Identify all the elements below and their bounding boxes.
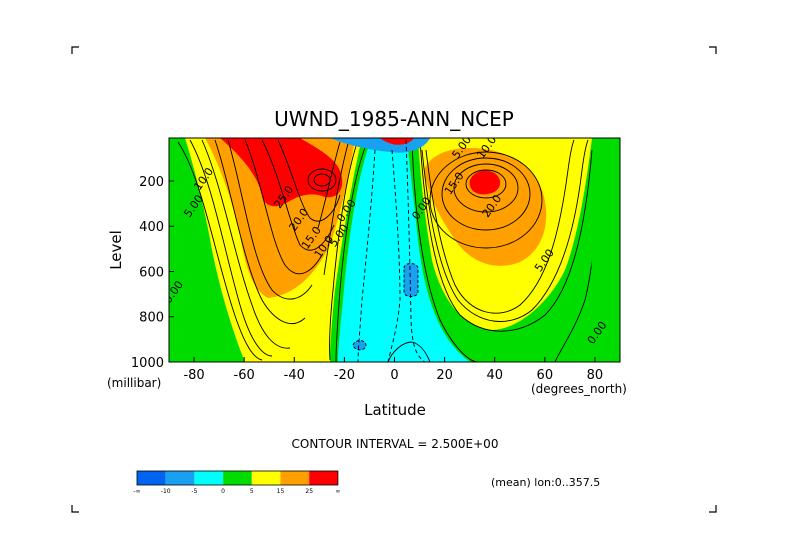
band-15-25-north <box>424 148 547 266</box>
x-tick-label: -60 <box>234 368 255 383</box>
colorbar-label: -5 <box>191 488 197 495</box>
x-tick-label: -20 <box>334 368 355 383</box>
colorbar: -∞ -10 -5 0 5 15 25 ∞ <box>133 470 340 495</box>
blue-pocket-mid <box>403 263 419 297</box>
contour-interval-text: CONTOUR INTERVAL = 2.500E+00 <box>292 437 499 451</box>
colorbar-swatch <box>165 471 195 485</box>
chart-title: UWND_1985-ANN_NCEP <box>274 107 514 131</box>
x-axis: -80 -60 -40 -20 0 20 40 60 80 <box>183 357 603 383</box>
colorbar-swatch <box>280 471 310 485</box>
x-tick-label: 20 <box>436 368 453 383</box>
y-tick-label: 600 <box>139 265 164 280</box>
longitude-mean-text: (mean) lon:0..357.5 <box>491 476 600 489</box>
y-axis: 200 400 600 800 1000 <box>131 175 174 371</box>
x-tick-label: -80 <box>183 368 204 383</box>
x-tick-label: 80 <box>587 368 604 383</box>
colorbar-label: ∞ <box>335 488 340 495</box>
easterly-contours <box>357 139 426 362</box>
x-tick-label: 0 <box>390 368 398 383</box>
colorbar-label: 0 <box>221 488 225 495</box>
band-gt-25-north <box>469 170 501 195</box>
y-axis-label: Level <box>107 230 125 270</box>
southern-jet <box>169 138 372 362</box>
y-tick-label: 800 <box>139 311 164 326</box>
colorbar-label: -10 <box>161 488 171 495</box>
x-units: (degrees_north) <box>531 382 627 396</box>
x-tick-label: 60 <box>537 368 554 383</box>
x-tick-label: 40 <box>486 368 503 383</box>
x-tick-label: -40 <box>284 368 305 383</box>
blue-pocket-surface <box>352 340 367 351</box>
northern-jet-contours <box>411 139 601 362</box>
colorbar-label: -∞ <box>133 488 140 495</box>
colorbar-swatch <box>309 471 338 485</box>
x-axis-label: Latitude <box>364 401 426 419</box>
y-tick-label: 1000 <box>131 356 164 371</box>
y-tick-label: 400 <box>139 220 164 235</box>
surface-contour <box>387 341 431 362</box>
colorbar-swatch <box>251 471 281 485</box>
colorbar-swatch <box>137 471 166 485</box>
colorbar-label: 5 <box>250 488 254 495</box>
colorbar-frame <box>136 470 339 486</box>
colorbar-swatch <box>223 471 252 485</box>
colorbar-label: 15 <box>277 488 285 495</box>
corner-marks <box>71 46 717 513</box>
southern-jet-contours <box>177 139 369 362</box>
y-tick-label: 200 <box>139 175 164 190</box>
y-units: (millibar) <box>107 376 161 390</box>
colorbar-swatch <box>194 471 224 485</box>
blue-pockets <box>330 138 430 351</box>
colorbar-label: 25 <box>305 488 313 495</box>
red-pocket-top <box>380 138 414 145</box>
polar-green-north <box>591 138 620 362</box>
northern-jet <box>407 138 620 362</box>
